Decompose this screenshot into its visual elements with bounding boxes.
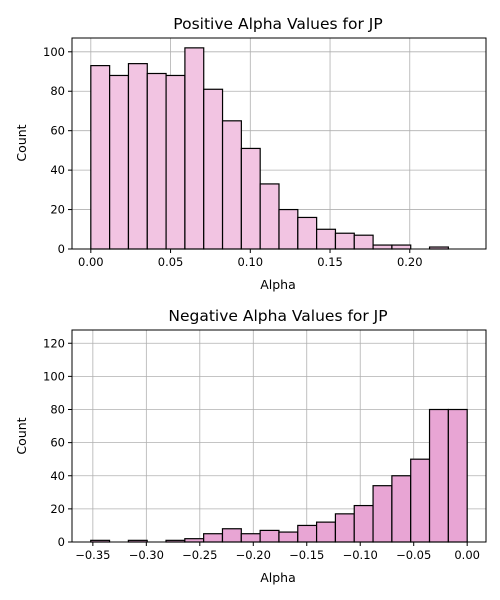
x-tick-label: −0.30 <box>129 548 164 562</box>
histogram-bar <box>372 485 393 543</box>
histogram-bar <box>90 65 111 250</box>
histogram-bar <box>278 531 299 543</box>
y-axis-label: Count <box>14 417 29 454</box>
histogram-bars <box>90 408 468 543</box>
histogram-bar <box>428 408 449 543</box>
histogram-bar <box>259 183 280 250</box>
x-tick-label: 0.20 <box>397 255 423 269</box>
x-tick-label: −0.15 <box>289 548 324 562</box>
x-tick-label: 0.00 <box>454 548 480 562</box>
axes-frame <box>71 37 487 250</box>
y-tick-label: 60 <box>50 124 65 138</box>
y-tick-label: 120 <box>43 336 65 350</box>
x-tick-label: 0.05 <box>158 255 184 269</box>
chart-title: Negative Alpha Values for JP <box>168 307 387 325</box>
y-tick-label: 80 <box>50 84 65 98</box>
axes-frame <box>71 329 487 543</box>
x-axis-label: Alpha <box>260 570 296 585</box>
y-tick-label: 0 <box>58 242 65 256</box>
histogram-bar <box>184 47 205 250</box>
x-tick-label: 0.10 <box>237 255 263 269</box>
histogram-bar <box>278 208 299 250</box>
histogram-bar <box>297 216 318 250</box>
y-tick-label: 80 <box>50 403 65 417</box>
histogram-bar <box>334 232 355 250</box>
y-axis-label: Count <box>14 124 29 161</box>
positive-alpha-histogram: Positive Alpha Values for JP Alpha Count… <box>14 15 487 292</box>
y-tick-label: 100 <box>43 369 65 383</box>
histogram-bar <box>146 72 167 250</box>
chart-title: Positive Alpha Values for JP <box>173 15 382 33</box>
y-tick-label: 0 <box>58 535 65 549</box>
x-tick-label: −0.10 <box>343 548 378 562</box>
y-tick-label: 100 <box>43 45 65 59</box>
histogram-bar <box>447 408 468 543</box>
x-axis-ticks: 0.00 0.05 0.10 0.15 0.20 <box>78 249 423 269</box>
histogram-bar <box>353 504 374 543</box>
y-axis-ticks: 0 20 40 60 80 100 <box>43 45 72 256</box>
histogram-bar <box>240 147 261 250</box>
y-tick-label: 60 <box>50 436 65 450</box>
histogram-bar <box>334 513 355 543</box>
histogram-bars <box>90 47 449 250</box>
histogram-bar <box>410 458 431 543</box>
x-axis-label: Alpha <box>260 277 296 292</box>
histogram-bar <box>353 234 374 250</box>
histogram-bar <box>109 74 130 250</box>
histogram-bar <box>221 120 242 250</box>
histogram-bar <box>221 528 242 543</box>
x-tick-label: −0.05 <box>396 548 431 562</box>
x-tick-label: −0.25 <box>182 548 217 562</box>
histogram-bar <box>391 475 412 543</box>
y-tick-label: 40 <box>50 469 65 483</box>
histogram-bar <box>315 521 337 543</box>
negative-alpha-histogram: Negative Alpha Values for JP Alpha Count… <box>14 307 487 585</box>
x-tick-label: −0.20 <box>236 548 271 562</box>
x-axis-ticks: −0.35 −0.30 −0.25 −0.20 −0.15 −0.10 −0.05 0.00 <box>75 542 480 562</box>
y-tick-label: 20 <box>50 502 65 516</box>
x-tick-label: 0.00 <box>78 255 104 269</box>
histogram-bar <box>391 244 412 250</box>
histogram-bar <box>297 524 318 543</box>
histogram-bar <box>240 533 261 543</box>
y-tick-label: 20 <box>50 203 65 217</box>
histogram-bar <box>259 529 280 543</box>
histogram-bar <box>165 74 186 250</box>
y-axis-ticks: 0 20 40 60 80 100 120 <box>43 336 72 549</box>
histogram-bar <box>203 533 224 543</box>
histogram-bar <box>372 244 393 250</box>
histogram-bar <box>203 88 224 250</box>
x-tick-label: 0.15 <box>317 255 343 269</box>
histogram-bar <box>127 63 148 250</box>
x-tick-label: −0.35 <box>75 548 110 562</box>
y-tick-label: 40 <box>50 163 65 177</box>
histogram-bar <box>316 228 337 250</box>
